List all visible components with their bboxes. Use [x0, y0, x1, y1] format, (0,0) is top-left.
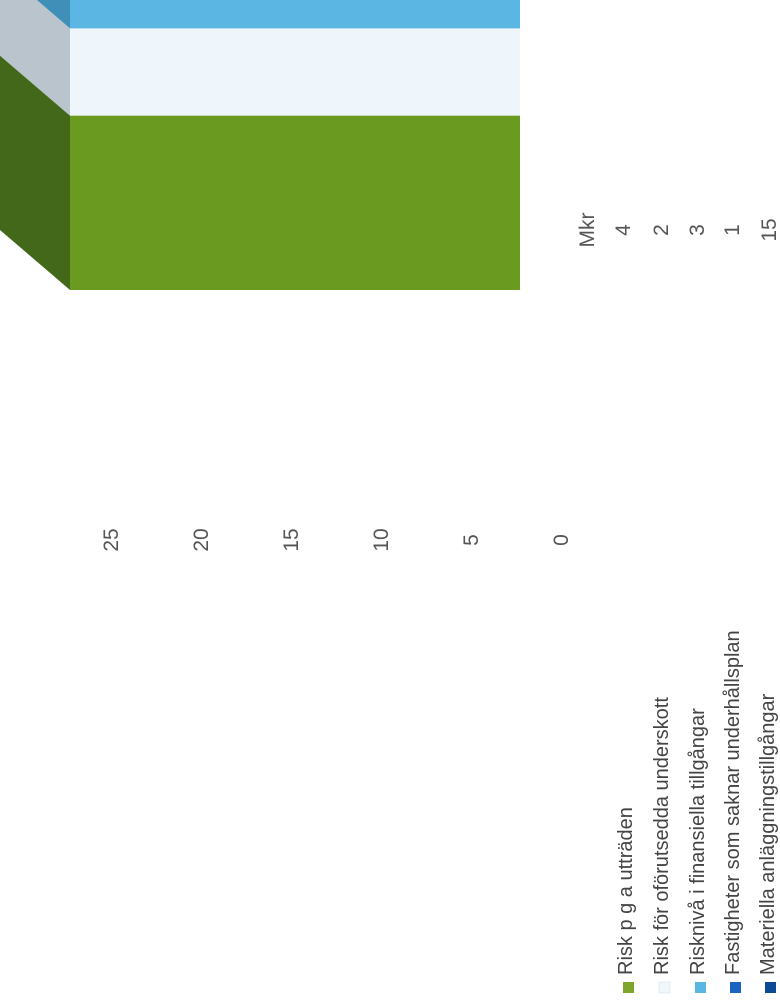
value-label-3: 1 — [721, 224, 744, 236]
legend: Risk p g a utträden Risk för oförutsedda … — [615, 630, 779, 994]
y-tick-label: 0 — [550, 534, 573, 546]
value-label-1: 2 — [650, 224, 673, 236]
value-label-4: 15 — [758, 218, 780, 241]
y-tick-label: 20 — [190, 528, 213, 551]
y-tick-label: 5 — [460, 534, 483, 546]
bar-stack — [0, 0, 520, 290]
legend-swatch-1 — [658, 981, 671, 994]
y-axis-ticks: 0 5 10 15 20 25 — [100, 528, 573, 551]
value-label-2: 3 — [686, 224, 709, 236]
legend-swatch-3 — [730, 982, 741, 993]
bar-side-2 — [36, 0, 70, 29]
bar-segment-2 — [70, 0, 520, 29]
y-tick-label: 10 — [370, 528, 393, 551]
y-tick-label: 15 — [280, 528, 303, 551]
bar-side-1 — [0, 0, 70, 116]
legend-swatch-0 — [623, 982, 634, 993]
value-label-0: 4 — [612, 224, 635, 236]
legend-label-4: Materiella anläggningstillgångar — [757, 693, 779, 975]
legend-label-0: Risk p g a utträden — [615, 807, 637, 975]
y-tick-label: 25 — [100, 528, 123, 551]
bar-side-0 — [0, 55, 70, 290]
value-labels: Mkr 4 2 3 1 15 — [576, 213, 780, 248]
legend-label-3: Fastigheter som saknar underhållsplan — [722, 630, 744, 975]
bar-segment-1 — [70, 28, 520, 116]
legend-swatch-4 — [765, 982, 776, 993]
legend-swatch-2 — [695, 982, 706, 993]
value-header-label: Mkr — [576, 213, 599, 248]
legend-label-1: Risk för oförutsedda underskott — [651, 697, 673, 975]
bar-segment-0 — [70, 115, 520, 290]
legend-label-2: Risknivå i finansiella tillgångar — [687, 708, 709, 975]
